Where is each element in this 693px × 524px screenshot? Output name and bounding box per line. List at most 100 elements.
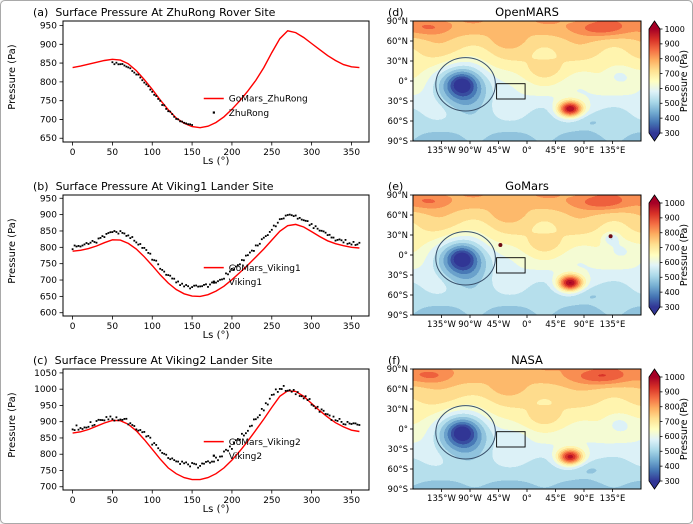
- svg-text:60°S: 60°S: [388, 117, 408, 127]
- svg-text:90°S: 90°S: [388, 137, 408, 147]
- panel-a-x-axis-label: Ls (°): [202, 156, 230, 167]
- svg-text:135°E: 135°E: [600, 320, 626, 330]
- svg-text:0°: 0°: [522, 146, 532, 156]
- svg-text:135°W: 135°W: [427, 320, 456, 330]
- svg-text:60°N: 60°N: [387, 385, 408, 395]
- colorbar-label-openmars: Pressure (Pa): [679, 49, 690, 113]
- svg-text:50: 50: [107, 322, 119, 332]
- panel-e: (e) GoMars 135°W 90°W 45°W 0° 45°E 90°E 135°E 9…: [377, 175, 692, 349]
- svg-text:50: 50: [107, 148, 119, 158]
- svg-text:90°E: 90°E: [574, 146, 594, 156]
- svg-text:60°N: 60°N: [387, 37, 408, 47]
- svg-text:900: 900: [665, 214, 680, 223]
- svg-text:0°: 0°: [398, 425, 408, 435]
- panel-d: (d) OpenMARS 135°W 90°W 45°W 0° 45°E 90°E 135°…: [377, 1, 692, 175]
- panel-a-label: (a): [33, 6, 49, 19]
- svg-text:850: 850: [40, 227, 57, 237]
- svg-text:100: 100: [144, 322, 161, 332]
- map-canvas-openmars: [413, 21, 641, 141]
- panel-c-label: (c): [33, 354, 48, 367]
- svg-text:300: 300: [665, 129, 680, 138]
- svg-text:90°W: 90°W: [458, 494, 482, 504]
- svg-text:900: 900: [40, 40, 57, 50]
- svg-text:300: 300: [665, 303, 680, 312]
- svg-text:900: 900: [40, 211, 57, 221]
- svg-text:350: 350: [343, 496, 360, 506]
- svg-text:90°W: 90°W: [458, 146, 482, 156]
- svg-text:350: 350: [343, 322, 360, 332]
- panel-b-x-axis-label: Ls (°): [202, 330, 230, 341]
- svg-text:950: 950: [40, 401, 57, 411]
- svg-text:1000: 1000: [665, 373, 685, 382]
- line-chart-viking1: 0 50 100 150 200 250 300 350 600 650 700 750 800 850 9…: [40, 194, 370, 332]
- svg-text:150: 150: [184, 496, 201, 506]
- svg-text:750: 750: [40, 260, 57, 270]
- svg-text:Viking1: Viking1: [229, 278, 262, 288]
- svg-text:900: 900: [665, 388, 680, 397]
- svg-text:30°N: 30°N: [387, 405, 408, 415]
- svg-text:400: 400: [665, 288, 680, 297]
- panel-e-title: GoMars: [505, 179, 549, 193]
- svg-text:0°: 0°: [398, 77, 408, 87]
- svg-text:60°N: 60°N: [387, 211, 408, 221]
- svg-text:200: 200: [223, 322, 240, 332]
- svg-text:1000: 1000: [34, 385, 57, 395]
- svg-text:250: 250: [263, 148, 280, 158]
- svg-text:90°N: 90°N: [387, 191, 408, 201]
- panel-a-title: (a) Surface Pressure At ZhuRong Rover Sit…: [33, 6, 275, 19]
- svg-text:GoMars_Viking1: GoMars_Viking1: [229, 264, 301, 274]
- svg-text:700: 700: [665, 417, 680, 426]
- svg-text:700: 700: [40, 276, 57, 286]
- panel-f-title: NASA: [511, 353, 543, 367]
- svg-text:600: 600: [665, 432, 680, 441]
- colorbar-label-nasa: Pressure (Pa): [679, 397, 690, 461]
- svg-text:0°: 0°: [522, 320, 532, 330]
- panel-b-title-text: Surface Pressure At Viking1 Lander Site: [55, 180, 274, 193]
- svg-text:350: 350: [343, 148, 360, 158]
- svg-text:750: 750: [40, 466, 57, 476]
- svg-text:200: 200: [223, 148, 240, 158]
- svg-text:250: 250: [263, 496, 280, 506]
- svg-text:30°N: 30°N: [387, 231, 408, 241]
- svg-text:135°E: 135°E: [600, 146, 626, 156]
- svg-text:1000: 1000: [665, 199, 685, 208]
- panel-c-title: (c) Surface Pressure At Viking2 Lander Si…: [33, 354, 273, 367]
- svg-text:150: 150: [184, 148, 201, 158]
- svg-text:300: 300: [665, 477, 680, 486]
- svg-text:135°W: 135°W: [427, 494, 456, 504]
- svg-text:90°E: 90°E: [574, 320, 594, 330]
- svg-text:850: 850: [40, 59, 57, 69]
- svg-text:900: 900: [40, 418, 57, 428]
- svg-text:90°S: 90°S: [388, 485, 408, 495]
- panel-f: (f) NASA 135°W 90°W 45°W 0° 45°E 90°E 135°E 90°…: [377, 349, 692, 523]
- svg-text:ZhuRong: ZhuRong: [229, 109, 269, 119]
- svg-text:60°S: 60°S: [388, 291, 408, 301]
- svg-text:100: 100: [144, 496, 161, 506]
- svg-text:90°S: 90°S: [388, 311, 408, 321]
- svg-text:45°E: 45°E: [545, 146, 565, 156]
- svg-text:650: 650: [40, 292, 57, 302]
- svg-text:500: 500: [665, 273, 680, 282]
- svg-text:800: 800: [665, 403, 680, 412]
- svg-text:0: 0: [70, 496, 76, 506]
- svg-text:400: 400: [665, 114, 680, 123]
- svg-text:300: 300: [303, 322, 320, 332]
- svg-text:650: 650: [40, 134, 57, 144]
- map-axes-gomars: 135°W 90°W 45°W 0° 45°E 90°E 135°E 90°N 60°N 30°N…: [387, 191, 685, 330]
- svg-text:90°W: 90°W: [458, 320, 482, 330]
- svg-text:800: 800: [665, 229, 680, 238]
- panel-b-label: (b): [33, 180, 49, 193]
- svg-text:GoMars_Viking2: GoMars_Viking2: [229, 438, 301, 448]
- svg-text:30°S: 30°S: [388, 445, 408, 455]
- colorbar-label-gomars: Pressure (Pa): [679, 223, 690, 287]
- svg-text:400: 400: [665, 462, 680, 471]
- panel-a-title-text: Surface Pressure At ZhuRong Rover Site: [55, 6, 276, 19]
- map-canvas-nasa: [413, 369, 641, 489]
- panel-f-label: (f): [388, 354, 401, 367]
- svg-text:300: 300: [303, 148, 320, 158]
- line-chart-viking2: 0 50 100 150 200 250 300 350 700 750 800 850 900 950 1…: [34, 368, 370, 506]
- svg-text:600: 600: [40, 309, 57, 319]
- svg-text:90°N: 90°N: [387, 17, 408, 27]
- svg-text:250: 250: [263, 322, 280, 332]
- svg-text:500: 500: [665, 99, 680, 108]
